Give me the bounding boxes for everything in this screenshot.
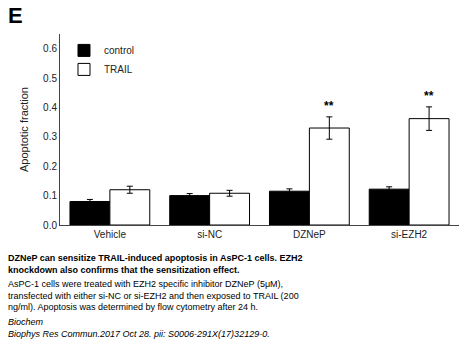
svg-text:BiochemBiophys Res Commun.2017: BiochemBiophys Res Commun.2017 Oct 28. p… (8, 317, 270, 339)
svg-text:AsPC-1 cells were treated with: AsPC-1 cells were treated with EZH2 spec… (8, 279, 299, 312)
svg-text:0.5: 0.5 (43, 73, 57, 84)
svg-text:E: E (8, 3, 23, 28)
svg-text:0.1: 0.1 (43, 190, 57, 201)
svg-text:DZNeP can sensitize TRAIL-indu: DZNeP can sensitize TRAIL-induced apopto… (8, 253, 303, 275)
svg-text:0.2: 0.2 (43, 161, 57, 172)
svg-text:**: ** (424, 89, 434, 103)
svg-text:**: ** (324, 99, 334, 113)
svg-text:0.0: 0.0 (43, 220, 57, 231)
svg-text:control: control (104, 45, 134, 56)
svg-text:0.4: 0.4 (43, 102, 57, 113)
svg-text:Apoptotic fraction: Apoptotic fraction (18, 87, 30, 172)
svg-text:DZNeP: DZNeP (293, 229, 326, 240)
svg-text:si-NC: si-NC (197, 229, 222, 240)
svg-text:0.6: 0.6 (43, 43, 57, 54)
svg-text:TRAIL: TRAIL (104, 64, 133, 75)
svg-text:Vehicle: Vehicle (94, 229, 127, 240)
svg-text:0.3: 0.3 (43, 131, 57, 142)
svg-text:si-EZH2: si-EZH2 (391, 229, 428, 240)
